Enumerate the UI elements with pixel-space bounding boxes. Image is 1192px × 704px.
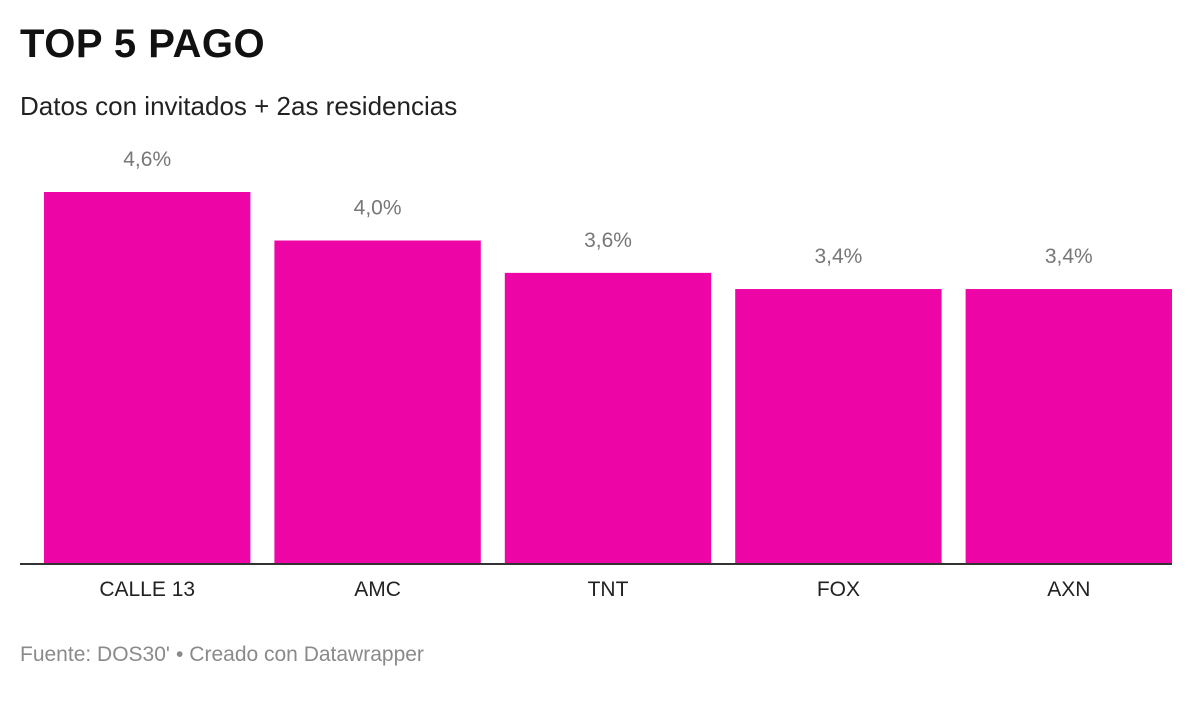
bar-amc <box>274 240 481 565</box>
value-label: 3,4% <box>814 245 862 268</box>
bar-axn <box>965 289 1172 564</box>
value-label: 4,0% <box>354 197 402 220</box>
category-label: AXN <box>1047 578 1090 601</box>
page-title: TOP 5 PAGO <box>20 22 266 66</box>
bars-group <box>44 192 1172 565</box>
category-label: FOX <box>817 578 860 601</box>
category-label: TNT <box>588 578 629 601</box>
value-label: 3,4% <box>1045 245 1093 268</box>
value-label: 3,6% <box>584 229 632 252</box>
value-label: 4,6% <box>123 148 171 171</box>
category-label: AMC <box>354 578 401 601</box>
chart-footer: Fuente: DOS30' • Creado con Datawrapper <box>20 642 424 668</box>
bar-calle-13 <box>44 192 251 564</box>
page-subtitle: Datos con invitados + 2as residencias <box>20 91 458 121</box>
bar-tnt <box>504 272 712 564</box>
bar-fox <box>735 289 942 564</box>
category-labels-group: CALLE 13 AMC TNT FOX AXN <box>99 578 1090 601</box>
category-label: CALLE 13 <box>99 578 195 601</box>
credit-note: Creado con Datawrapper <box>189 643 424 666</box>
source-note: Fuente: DOS30' <box>20 643 170 666</box>
footer-separator: • <box>175 643 184 666</box>
value-labels-group: 4,6% 4,0% 3,6% 3,4% 3,4% <box>123 148 1092 268</box>
